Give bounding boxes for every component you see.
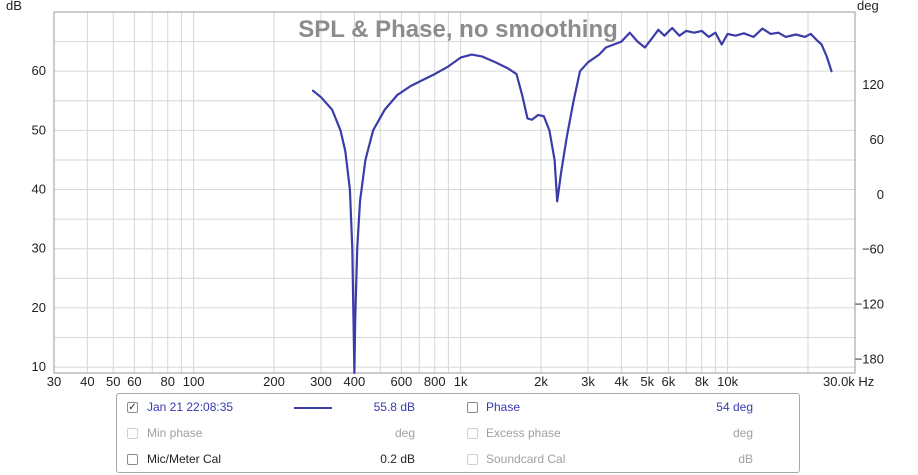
- trace-checkbox[interactable]: ✓: [127, 402, 138, 413]
- trace-value: 55.8 dB: [373, 400, 415, 414]
- excess-phase-checkbox[interactable]: [467, 428, 478, 439]
- trace-label: Jan 21 22:08:35: [147, 400, 234, 414]
- y2-tick-label: −180: [855, 351, 884, 366]
- x-tick-label: 8k: [695, 374, 709, 389]
- y2-tick-label: −120: [855, 296, 884, 311]
- y-tick-label: 20: [32, 300, 46, 315]
- trace-color-swatch: [294, 407, 332, 409]
- soundcard-cal-label: Soundcard Cal: [486, 452, 566, 466]
- x-tick-label: 600: [391, 374, 413, 389]
- phase-value: 54 deg: [716, 400, 753, 414]
- excess-phase-label: Excess phase: [486, 426, 561, 440]
- x-axis-ticks: 30 40 50 60 80 100 200 300 400 600 800 1k 2k 3k 4k 5k 6k…: [47, 374, 875, 389]
- phase-checkbox[interactable]: [467, 402, 478, 413]
- y2-axis-unit: deg: [857, 0, 879, 13]
- x-tick-label: 400: [344, 374, 366, 389]
- y2-tick-label: 120: [862, 77, 884, 92]
- legend-panel: ✓ Jan 21 22:08:35 55.8 dB Phase 54 deg M…: [116, 393, 800, 473]
- x-tick-label: 50: [106, 374, 120, 389]
- x-tick-label: 3k: [581, 374, 595, 389]
- y-tick-label: 60: [32, 63, 46, 78]
- y2-axis-ticks: −180 −120 −60 0 60 120: [855, 77, 884, 366]
- y2-tick-label: 0: [877, 187, 884, 202]
- x-tick-label: 300: [310, 374, 332, 389]
- x-tick-label: 10k: [717, 374, 738, 389]
- chart-title: SPL & Phase, no smoothing: [298, 16, 618, 43]
- y-tick-label: 40: [32, 182, 46, 197]
- y-axis-ticks: 10 20 30 40 50 60: [32, 63, 46, 374]
- phase-label: Phase: [486, 400, 521, 414]
- excess-phase-value: deg: [732, 426, 753, 440]
- x-tick-label: 30.0k Hz: [823, 374, 874, 389]
- mic-cal-label: Mic/Meter Cal: [147, 452, 222, 466]
- min-phase-value: deg: [394, 426, 415, 440]
- min-phase-checkbox[interactable]: [127, 428, 138, 439]
- x-tick-label: 800: [424, 374, 446, 389]
- x-tick-label: 30: [47, 374, 61, 389]
- x-tick-label: 5k: [640, 374, 654, 389]
- mic-cal-checkbox[interactable]: [127, 454, 138, 465]
- plot-frame: [53, 11, 856, 374]
- soundcard-cal-checkbox[interactable]: [467, 454, 478, 465]
- y-tick-label: 50: [32, 122, 46, 137]
- y-tick-label: 10: [32, 359, 46, 374]
- x-tick-label: 2k: [534, 374, 548, 389]
- y2-tick-label: −60: [862, 242, 884, 257]
- x-tick-label: 4k: [614, 374, 628, 389]
- y-tick-label: 30: [32, 241, 46, 256]
- series-group: [311, 26, 833, 375]
- mic-cal-value: 0.2 dB: [380, 452, 415, 466]
- x-tick-label: 200: [263, 374, 285, 389]
- soundcard-cal-value: dB: [738, 452, 753, 466]
- min-phase-label: Min phase: [147, 426, 203, 440]
- chart-grid: [53, 12, 856, 373]
- x-tick-label: 100: [183, 374, 205, 389]
- x-tick-label: 40: [80, 374, 94, 389]
- plot-area: [54, 12, 855, 373]
- x-tick-label: 80: [160, 374, 174, 389]
- x-tick-label: 60: [127, 374, 141, 389]
- y2-tick-label: 60: [870, 132, 884, 147]
- x-tick-label: 6k: [662, 374, 676, 389]
- spl-series-line: [311, 26, 833, 375]
- x-tick-label: 1k: [454, 374, 468, 389]
- spl-phase-chart: 30 40 50 60 80 100 200 300 400 600 800 1k 2k 3k 4k 5k 6k…: [6, 0, 884, 389]
- y-axis-unit: dB: [6, 0, 22, 13]
